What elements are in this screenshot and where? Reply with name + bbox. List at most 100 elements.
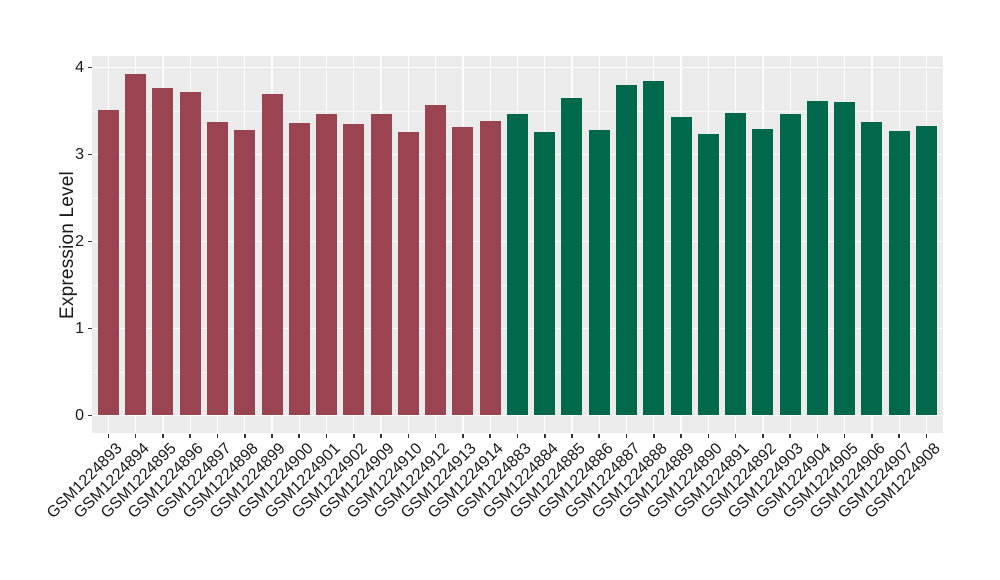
x-tick-mark [407,433,410,438]
x-tick-mark [925,433,928,438]
x-tick-mark [571,433,573,438]
x-tick-mark [543,433,546,438]
x-tick-label: GSM1224884 [479,440,562,522]
x-tick-label: GSM1224900 [234,440,317,522]
x-tick-label: GSM1224886 [534,440,617,522]
x-tick-mark [353,433,355,438]
bar-GSM1224886 [588,130,610,416]
x-tick-mark [843,433,846,438]
x-tick-label: GSM1224892 [698,440,780,522]
y-tick-mark [87,240,92,243]
bar-GSM1224909 [370,114,392,416]
bar-GSM1224905 [834,102,856,416]
bar-GSM1224906 [861,122,883,416]
plot-panel [92,56,943,433]
bar-GSM1224898 [234,130,256,416]
x-tick-mark [707,433,710,438]
x-tick-label: GSM1224883 [452,440,535,522]
x-tick-mark [789,433,791,438]
x-tick-mark [189,433,191,438]
bar-GSM1224896 [179,91,201,416]
x-tick-label: GSM1224905 [779,440,862,522]
y-tick-mark [87,153,92,156]
x-tick-mark [243,433,246,438]
bar-GSM1224912 [425,104,447,416]
bar-GSM1224910 [397,131,419,416]
x-tick-label: GSM1224903 [725,440,808,522]
bar-GSM1224888 [643,81,665,416]
x-tick-label: GSM1224885 [507,440,590,522]
x-tick-label: GSM1224894 [70,440,153,522]
y-axis-title-text: Expression Level [57,170,79,319]
bar-GSM1224892 [752,129,774,416]
x-tick-label: GSM1224897 [152,440,235,522]
x-tick-label: GSM1224888 [588,440,671,522]
bar-GSM1224889 [670,117,692,416]
x-tick-mark [598,433,601,438]
x-tick-mark [680,433,682,438]
x-tick-mark [134,433,137,438]
x-tick-label: GSM1224890 [643,440,726,522]
x-tick-mark [298,433,301,438]
x-tick-label: GSM1224912 [370,440,453,522]
x-tick-label: GSM1224913 [398,440,480,522]
bar-GSM1224887 [616,84,638,416]
x-tick-label: GSM1224898 [179,440,262,522]
x-tick-mark [216,433,219,438]
x-tick-mark [271,433,273,438]
bar-GSM1224893 [97,110,119,416]
x-tick-mark [625,433,628,438]
x-tick-mark [107,433,110,438]
x-tick-label: GSM1224899 [207,440,290,522]
bar-GSM1224894 [125,73,147,416]
bar-GSM1224913 [452,126,474,416]
bar-GSM1224902 [343,124,365,416]
x-tick-label: GSM1224901 [261,440,344,522]
x-tick-label: GSM1224887 [561,440,644,522]
bar-GSM1224900 [288,123,310,416]
y-axis-title: Expression Level [56,56,80,433]
x-tick-mark [380,433,382,438]
x-tick-label: GSM1224914 [425,440,508,522]
bar-GSM1224901 [316,114,338,416]
bar-GSM1224907 [888,131,910,416]
x-tick-label: GSM1224907 [834,440,917,522]
x-tick-mark [653,433,655,438]
x-tick-mark [734,433,737,438]
y-tick-mark [87,414,92,417]
x-tick-mark [162,433,164,438]
x-tick-label: GSM1224893 [43,440,126,522]
x-tick-mark [516,433,519,438]
x-tick-label: GSM1224906 [807,440,889,522]
y-tick-mark [87,66,92,69]
x-tick-label: GSM1224896 [125,440,208,522]
x-tick-label: GSM1224902 [289,440,371,522]
bar-GSM1224884 [534,131,556,416]
bar-GSM1224903 [779,114,801,416]
bar-GSM1224891 [725,112,747,416]
x-tick-mark [489,433,491,438]
x-tick-label: GSM1224908 [861,440,944,522]
x-tick-mark [325,433,328,438]
bar-GSM1224904 [806,100,828,416]
x-tick-mark [871,433,873,438]
x-tick-label: GSM1224904 [752,440,835,522]
x-tick-label: GSM1224910 [343,440,426,522]
x-tick-mark [462,433,464,438]
x-tick-label: GSM1224889 [616,440,699,522]
bar-GSM1224890 [697,134,719,416]
bar-GSM1224897 [206,122,228,416]
x-tick-label: GSM1224891 [670,440,753,522]
y-tick-mark [87,327,92,330]
bar-GSM1224899 [261,93,283,416]
x-tick-mark [762,433,764,438]
x-tick-label: GSM1224895 [98,440,180,522]
bar-GSM1224895 [152,88,174,416]
bar-GSM1224914 [479,120,501,416]
x-tick-label: GSM1224909 [316,440,399,522]
bar-GSM1224883 [506,114,528,416]
x-tick-mark [898,433,901,438]
bar-GSM1224908 [916,125,937,416]
bar-GSM1224885 [561,97,583,416]
